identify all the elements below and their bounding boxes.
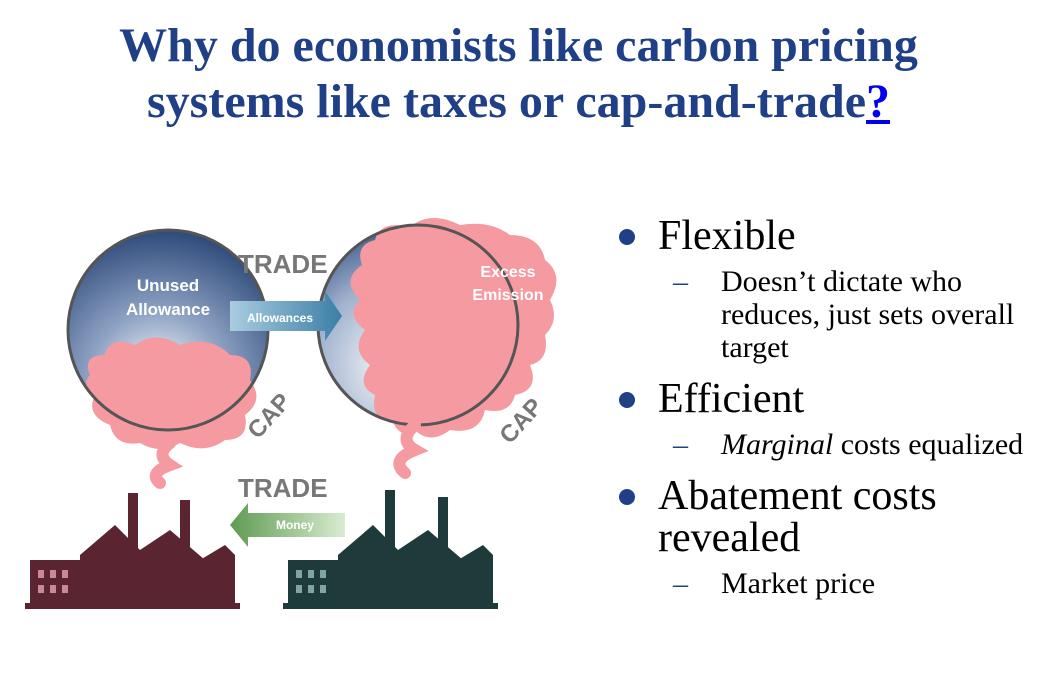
trade-top-label: TRADE	[238, 249, 328, 279]
left-factory-icon	[25, 493, 240, 609]
bullet-dot-icon	[619, 392, 635, 408]
sub-bullet-flexible: – Doesn’t dictate who reduces, just sets…	[615, 265, 1030, 364]
allowances-arrow-label: Allowances	[247, 311, 313, 325]
title-line-2-text: systems like taxes or cap-and-trade	[146, 75, 867, 128]
title-link[interactable]: ?	[866, 75, 891, 128]
right-globe: Excess Emission CAP	[316, 217, 557, 479]
sub-bullet-text: costs equalized	[833, 428, 1024, 461]
sub-bullet-italic: Marginal	[721, 428, 834, 461]
sub-bullet-efficient: – Marginal costs equalized	[615, 428, 1030, 461]
bullet-label: Efficient	[658, 376, 805, 422]
bullet-label: Abatement costs revealed	[658, 473, 937, 561]
dash-icon: –	[673, 567, 688, 600]
bullet-list: Flexible – Doesn’t dictate who reduces, …	[615, 215, 1030, 614]
cap-and-trade-diagram: Unused Allowance CAP Excess Emission CAP…	[25, 217, 557, 609]
excess-label-2: Emission	[472, 287, 543, 304]
bullet-dot-icon	[619, 229, 635, 245]
bullet-efficient: Efficient	[615, 378, 1030, 420]
bullet-dot-icon	[619, 489, 635, 505]
sub-bullet-text: Market price	[721, 567, 876, 600]
excess-label-1: Excess	[480, 264, 535, 281]
dash-icon: –	[673, 265, 688, 298]
sub-bullet-abatement: – Market price	[615, 567, 1030, 600]
unused-label-2: Allowance	[126, 300, 210, 319]
title-line-2: systems like taxes or cap-and-trade?	[0, 74, 1037, 130]
bullet-label: Flexible	[658, 213, 796, 259]
bullet-abatement: Abatement costs revealed	[615, 475, 1030, 559]
money-arrow: Money	[230, 503, 345, 547]
right-factory-icon	[283, 490, 498, 609]
sub-bullet-text: Doesn’t dictate who reduces, just sets o…	[721, 265, 1015, 364]
money-arrow-label: Money	[276, 518, 314, 532]
trade-bottom-label: TRADE	[238, 473, 328, 503]
allowances-arrow: Allowances	[230, 291, 342, 341]
bullet-flexible: Flexible	[615, 215, 1030, 257]
dash-icon: –	[673, 428, 688, 461]
slide-title: Why do economists like carbon pricing sy…	[0, 18, 1037, 130]
unused-label-1: Unused	[137, 276, 199, 295]
title-line-1: Why do economists like carbon pricing	[119, 19, 918, 72]
